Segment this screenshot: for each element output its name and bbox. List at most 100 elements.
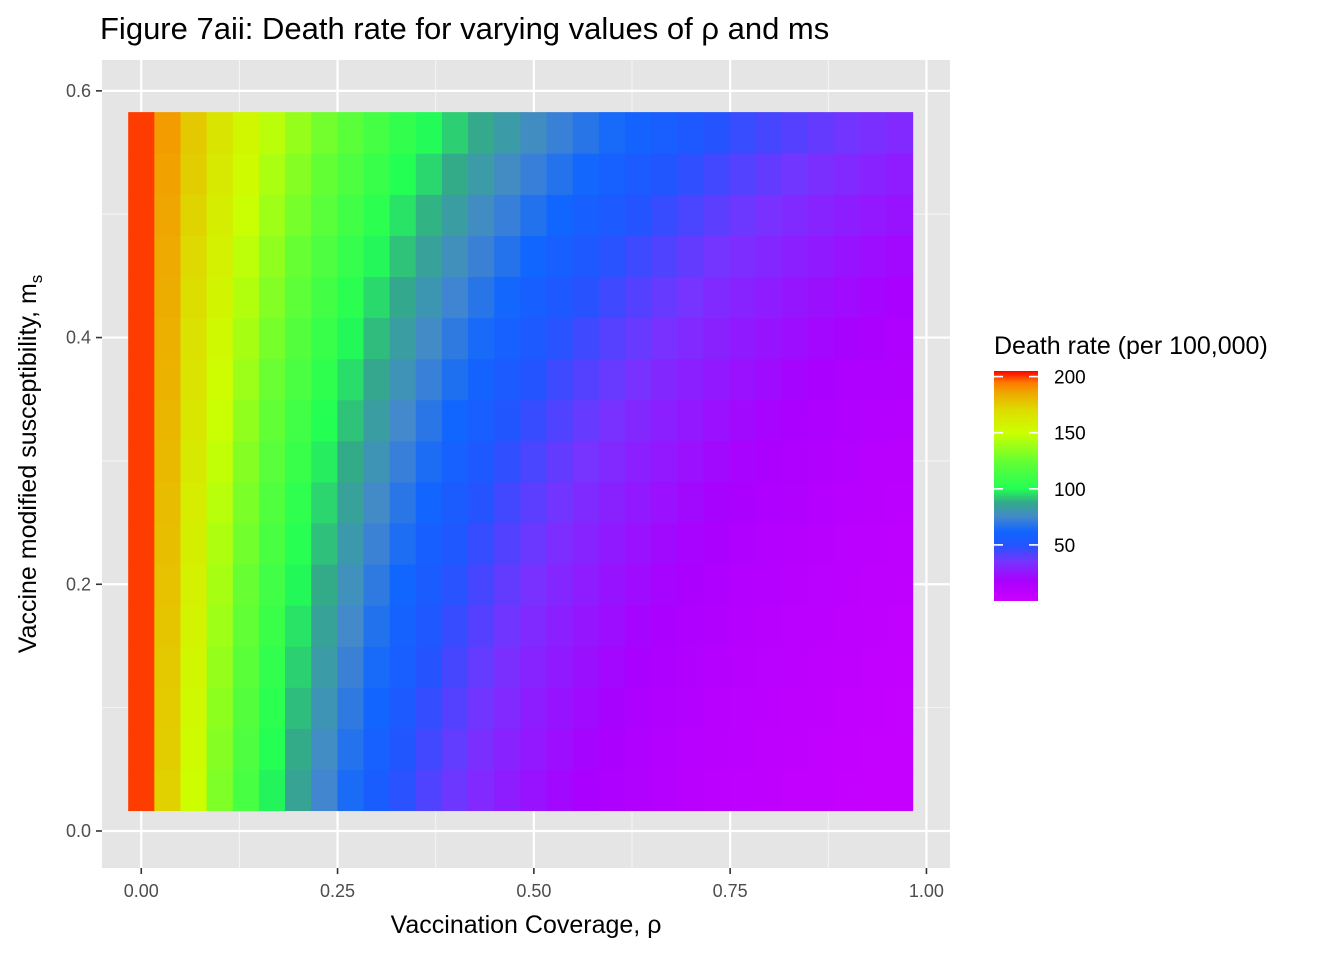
heatmap-cell: [285, 112, 312, 154]
heatmap-cell: [363, 481, 391, 524]
x-tick-label: 0.75: [713, 881, 748, 901]
heatmap-cell: [677, 605, 705, 647]
heatmap-cell: [703, 646, 731, 688]
heatmap-cell: [860, 153, 888, 195]
heatmap-cell: [755, 563, 783, 606]
heatmap-cell: [258, 276, 286, 319]
heatmap-cell: [729, 194, 757, 236]
heatmap-cell: [520, 481, 548, 524]
heatmap-cell: [337, 522, 365, 565]
heatmap-cell: [311, 276, 338, 319]
heatmap-cell: [624, 358, 652, 401]
heatmap-cell: [781, 481, 809, 524]
heatmap-cell: [860, 317, 888, 360]
heatmap-cell: [860, 358, 888, 401]
heatmap-cell: [285, 481, 312, 524]
y-axis-ticks: 0.0 0.2 0.4 0.6: [66, 81, 102, 841]
heatmap-cell: [860, 481, 888, 524]
heatmap-cell: [468, 358, 495, 401]
heatmap-cell: [285, 646, 312, 688]
heatmap-cell: [546, 687, 574, 729]
heatmap-cell: [886, 440, 914, 483]
heatmap-cell: [363, 440, 391, 483]
heatmap-cell: [285, 440, 312, 483]
heatmap-cell: [886, 399, 914, 442]
heatmap-cell: [285, 605, 312, 647]
heatmap-cell: [180, 605, 208, 647]
heatmap-cell: [598, 276, 626, 319]
heatmap-cell: [651, 563, 678, 606]
legend-tick-label: 150: [1054, 424, 1086, 445]
heatmap-cell: [232, 481, 260, 524]
heatmap-cell: [703, 440, 731, 483]
heatmap-cell: [337, 646, 365, 688]
heatmap-cell: [258, 153, 286, 195]
heatmap-cell: [624, 440, 652, 483]
heatmap-cell: [677, 563, 705, 606]
heatmap-cell: [180, 728, 208, 770]
chart-title: Figure 7aii: Death rate for varying valu…: [100, 11, 829, 46]
heatmap-cell: [180, 481, 208, 524]
heatmap-cell: [703, 399, 731, 442]
heatmap-cell: [311, 687, 338, 729]
heatmap-cell: [598, 687, 626, 729]
heatmap-cell: [546, 563, 574, 606]
heatmap-cell: [781, 646, 809, 688]
heatmap-cell: [520, 646, 548, 688]
heatmap-cell: [729, 605, 757, 647]
heatmap-cell: [494, 235, 521, 278]
heatmap-cell: [441, 235, 469, 278]
heatmap-cell: [624, 605, 652, 647]
heatmap-cell: [441, 112, 469, 154]
heatmap-cell: [572, 728, 600, 770]
heatmap-cell: [337, 728, 365, 770]
heatmap-cell: [860, 112, 888, 154]
heatmap-cell: [598, 399, 626, 442]
heatmap-cell: [311, 112, 338, 154]
heatmap-cell: [128, 687, 155, 729]
heatmap-cell: [834, 276, 861, 319]
heatmap-cell: [546, 605, 574, 647]
heatmap-cell: [258, 646, 286, 688]
heatmap-cell: [860, 728, 888, 770]
heatmap-cell: [651, 605, 678, 647]
heatmap-cell: [441, 728, 469, 770]
heatmap-cell: [546, 112, 574, 154]
heatmap-cell: [311, 440, 338, 483]
heatmap-cell: [572, 112, 600, 154]
heatmap-cell: [651, 112, 678, 154]
legend: Death rate (per 100,000) 200 150 100 50: [994, 332, 1268, 601]
heatmap-cell: [886, 646, 914, 688]
heatmap-cell: [598, 317, 626, 360]
heatmap-cell: [807, 563, 835, 606]
heatmap-cell: [128, 728, 155, 770]
heatmap-cell: [572, 646, 600, 688]
heatmap-cell: [546, 276, 574, 319]
heatmap-cell: [337, 481, 365, 524]
heatmap-cell: [546, 194, 574, 236]
heatmap-cell: [807, 440, 835, 483]
heatmap-cell: [886, 317, 914, 360]
heatmap-cell: [520, 112, 548, 154]
heatmap-cell: [651, 769, 678, 812]
heatmap-cell: [389, 605, 417, 647]
y-tick-label: 0.6: [66, 81, 91, 101]
heatmap-cell: [624, 399, 652, 442]
heatmap-cell: [154, 317, 182, 360]
heatmap-cell: [781, 358, 809, 401]
heatmap-cell: [337, 235, 365, 278]
heatmap-cell: [860, 687, 888, 729]
heatmap-cell: [546, 358, 574, 401]
heatmap-cell: [232, 440, 260, 483]
heatmap-cell: [651, 317, 678, 360]
heatmap-cell: [860, 769, 888, 812]
heatmap-cell: [389, 153, 417, 195]
heatmap-cell: [258, 235, 286, 278]
heatmap-cell: [755, 235, 783, 278]
legend-tick-label: 100: [1054, 480, 1086, 501]
heatmap-cell: [180, 769, 208, 812]
heatmap-cell: [337, 153, 365, 195]
heatmap-cell: [389, 646, 417, 688]
heatmap-cell: [468, 563, 495, 606]
heatmap-cell: [206, 605, 234, 647]
